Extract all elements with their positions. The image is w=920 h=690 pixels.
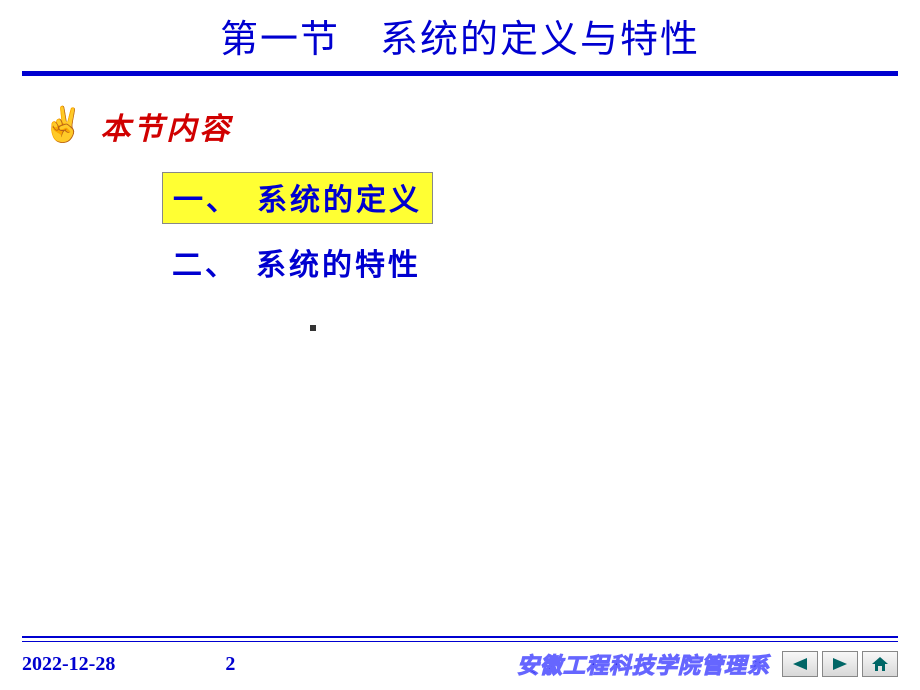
- footer: 2022-12-28 2 安徽工程科技学院管理系: [22, 646, 898, 682]
- nav-home-button[interactable]: [862, 651, 898, 677]
- footer-rule: [22, 636, 898, 638]
- arrow-left-icon: [791, 657, 809, 671]
- slide-title: 第一节 系统的定义与特性: [0, 0, 920, 63]
- nav-prev-button[interactable]: [782, 651, 818, 677]
- footer-org: 安徽工程科技学院管理系: [517, 648, 770, 680]
- nav-buttons: [782, 651, 898, 677]
- section-heading-text: 本节内容: [100, 104, 232, 148]
- content-item-1[interactable]: 一、 系统的定义: [162, 172, 433, 224]
- footer-rule-inner: [22, 641, 898, 642]
- home-icon: [871, 656, 889, 672]
- footer-date: 2022-12-28: [22, 653, 115, 676]
- cursor-dot: [310, 325, 316, 331]
- arrow-right-icon: [831, 657, 849, 671]
- content-list: 一、 系统的定义 二、 系统的特性: [162, 172, 920, 302]
- nav-next-button[interactable]: [822, 651, 858, 677]
- footer-page: 2: [225, 653, 235, 676]
- title-rule: [22, 71, 898, 76]
- section-heading: ✌ 本节内容: [42, 104, 920, 148]
- content-item-2[interactable]: 二、 系统的特性: [162, 238, 431, 288]
- victory-icon: ✌: [42, 109, 84, 143]
